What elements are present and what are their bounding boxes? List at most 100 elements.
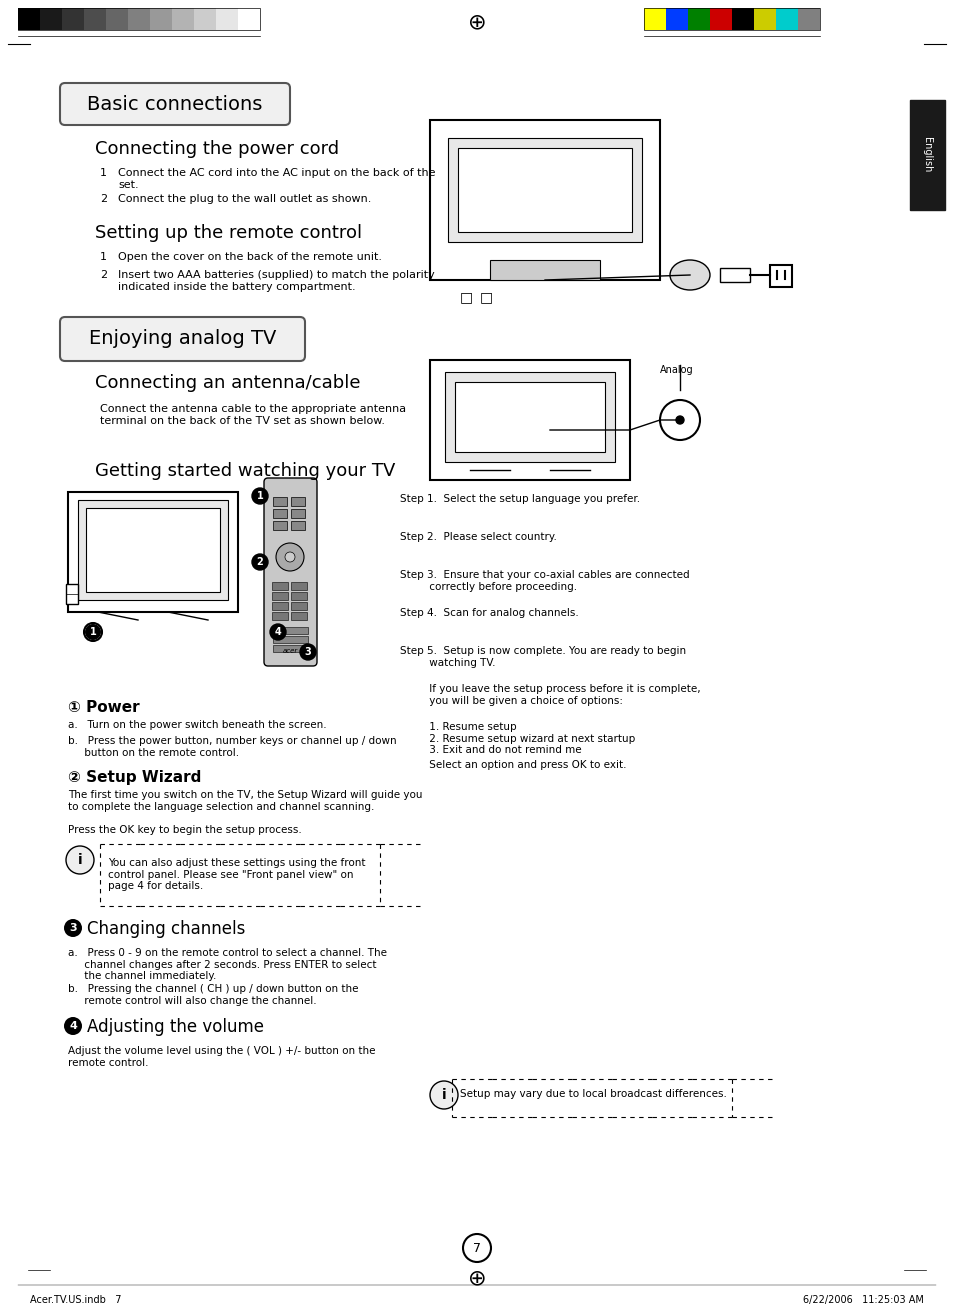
Text: 1: 1 — [100, 252, 107, 261]
Text: Getting started watching your TV: Getting started watching your TV — [95, 463, 395, 480]
Bar — [444, 372, 615, 463]
Text: 4: 4 — [69, 1021, 77, 1031]
Bar — [430, 360, 629, 480]
Bar — [273, 509, 287, 518]
Bar — [272, 612, 288, 620]
Bar — [291, 602, 307, 610]
Text: 7: 7 — [473, 1242, 480, 1255]
Text: English: English — [922, 137, 931, 172]
Ellipse shape — [676, 417, 683, 424]
Bar — [490, 260, 599, 280]
Bar — [273, 520, 287, 530]
Text: acer: acer — [282, 648, 297, 654]
Text: Select an option and press OK to exit.: Select an option and press OK to exit. — [399, 759, 626, 770]
Text: Setting up the remote control: Setting up the remote control — [95, 223, 362, 242]
Bar — [291, 520, 305, 530]
Bar — [215, 8, 237, 30]
Text: i: i — [77, 853, 82, 867]
Bar — [273, 636, 308, 643]
Bar — [237, 8, 260, 30]
Text: Step 4.  Scan for analog channels.: Step 4. Scan for analog channels. — [399, 608, 578, 618]
Text: The first time you switch on the TV, the Setup Wizard will guide you
to complete: The first time you switch on the TV, the… — [68, 790, 422, 834]
Text: 1: 1 — [100, 168, 107, 177]
Bar — [172, 8, 193, 30]
Bar — [291, 582, 307, 590]
Text: Step 3.  Ensure that your co-axial cables are connected
         correctly befor: Step 3. Ensure that your co-axial cables… — [399, 570, 689, 591]
Bar — [455, 382, 604, 452]
Circle shape — [66, 846, 94, 874]
Ellipse shape — [669, 260, 709, 290]
Bar — [273, 497, 287, 506]
Bar — [291, 497, 305, 506]
Text: Connect the antenna cable to the appropriate antenna
terminal on the back of the: Connect the antenna cable to the appropr… — [100, 403, 406, 426]
Bar — [86, 509, 220, 593]
Circle shape — [430, 1081, 457, 1109]
Bar — [84, 8, 106, 30]
Bar — [150, 8, 172, 30]
Text: a.   Press 0 - 9 on the remote control to select a channel. The
     channel cha: a. Press 0 - 9 on the remote control to … — [68, 947, 387, 982]
Bar — [430, 120, 659, 280]
Bar — [193, 8, 215, 30]
Bar — [448, 138, 641, 242]
Circle shape — [270, 624, 286, 640]
Ellipse shape — [659, 399, 700, 440]
Text: i: i — [441, 1088, 446, 1102]
Circle shape — [462, 1234, 491, 1261]
Bar — [78, 501, 228, 600]
Text: If you leave the setup process before it is complete,
         you will be given: If you leave the setup process before it… — [399, 685, 700, 706]
Text: 1: 1 — [256, 491, 263, 501]
Text: ② Setup Wizard: ② Setup Wizard — [68, 770, 201, 784]
Text: Step 1.  Select the setup language you prefer.: Step 1. Select the setup language you pr… — [399, 494, 639, 505]
Circle shape — [85, 624, 101, 640]
Text: 2: 2 — [100, 269, 107, 280]
Bar — [40, 8, 62, 30]
Bar — [687, 8, 709, 30]
Ellipse shape — [285, 552, 294, 562]
Text: 3: 3 — [304, 646, 311, 657]
Text: Changing channels: Changing channels — [87, 920, 245, 938]
Text: Adjusting the volume: Adjusting the volume — [87, 1018, 264, 1035]
Bar — [272, 582, 288, 590]
Bar — [731, 8, 753, 30]
Bar — [68, 491, 237, 612]
Text: Adjust the volume level using the ( VOL ) +/- button on the
remote control.: Adjust the volume level using the ( VOL … — [68, 1046, 375, 1067]
Text: □: □ — [459, 290, 473, 304]
Text: Acer.TV.US.indb   7: Acer.TV.US.indb 7 — [30, 1296, 121, 1305]
Text: Connect the plug to the wall outlet as shown.: Connect the plug to the wall outlet as s… — [118, 194, 371, 204]
Bar — [643, 8, 665, 30]
FancyBboxPatch shape — [60, 83, 290, 125]
Bar — [273, 645, 308, 652]
Bar — [753, 8, 775, 30]
Bar — [291, 509, 305, 518]
Bar — [291, 593, 307, 600]
Text: Enjoying analog TV: Enjoying analog TV — [89, 330, 276, 348]
Text: Basic connections: Basic connections — [88, 95, 262, 113]
Bar — [909, 100, 944, 210]
Circle shape — [252, 487, 268, 505]
Bar — [18, 8, 260, 30]
Text: 4: 4 — [274, 627, 281, 637]
Text: ⊕: ⊕ — [467, 1268, 486, 1288]
Bar — [720, 268, 749, 283]
Bar — [775, 8, 797, 30]
Text: 1: 1 — [90, 627, 96, 637]
Text: b.   Press the power button, number keys or channel up / down
     button on the: b. Press the power button, number keys o… — [68, 736, 396, 758]
Text: 3: 3 — [70, 922, 77, 933]
Text: a.   Turn on the power switch beneath the screen.: a. Turn on the power switch beneath the … — [68, 720, 326, 731]
Text: b.   Pressing the channel ( CH ) up / down button on the
     remote control wil: b. Pressing the channel ( CH ) up / down… — [68, 984, 358, 1005]
Text: You can also adjust these settings using the front
control panel. Please see "Fr: You can also adjust these settings using… — [108, 858, 365, 891]
Text: 1. Resume setup
         2. Resume setup wizard at next startup
         3. Exit: 1. Resume setup 2. Resume setup wizard a… — [399, 721, 635, 756]
Circle shape — [299, 644, 315, 660]
Bar — [128, 8, 150, 30]
Bar — [457, 148, 631, 233]
Bar — [62, 8, 84, 30]
Ellipse shape — [84, 623, 102, 641]
Text: □: □ — [479, 290, 493, 304]
Circle shape — [64, 918, 82, 937]
Bar — [272, 593, 288, 600]
Bar — [66, 583, 78, 604]
FancyBboxPatch shape — [60, 317, 305, 361]
Text: Connecting an antenna/cable: Connecting an antenna/cable — [95, 374, 360, 392]
Text: 2: 2 — [256, 557, 263, 568]
Circle shape — [64, 1017, 82, 1035]
